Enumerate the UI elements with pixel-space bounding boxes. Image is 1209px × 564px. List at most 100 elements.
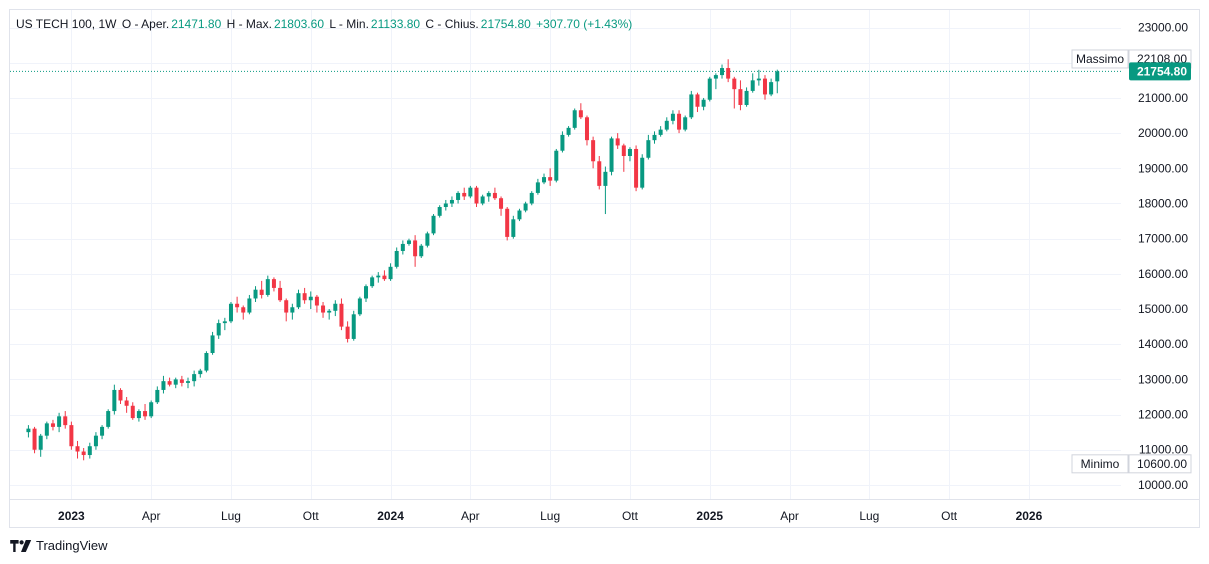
candle-body	[388, 266, 393, 280]
candle	[241, 305, 246, 320]
candle	[327, 309, 332, 320]
candle	[198, 368, 203, 378]
candle	[376, 272, 381, 283]
last-price-badge: 21754.80	[1129, 62, 1191, 81]
candle-body	[529, 192, 534, 204]
candlestick-chart[interactable]: 23000.0022000.0021000.0020000.0019000.00…	[10, 10, 1199, 527]
candle	[333, 300, 338, 317]
candle-body	[419, 245, 424, 257]
candle	[744, 87, 749, 107]
candle-body	[228, 303, 233, 322]
candle-body	[640, 157, 645, 188]
candle	[499, 196, 504, 216]
candle-body	[775, 71, 780, 82]
candle	[278, 280, 283, 302]
candle	[597, 155, 602, 190]
y-axis-tick-label: 16000.00	[1138, 267, 1188, 281]
candle	[775, 69, 780, 94]
candle	[419, 243, 424, 259]
candle	[634, 145, 639, 192]
candle-body	[664, 120, 669, 130]
candle	[535, 178, 540, 195]
candle-body	[284, 300, 289, 313]
candle	[302, 287, 307, 304]
tradingview-logo[interactable]: TradingView	[10, 538, 108, 553]
candle	[738, 80, 743, 111]
candle-body	[707, 78, 712, 100]
candle-body	[437, 207, 442, 216]
candle	[449, 196, 454, 208]
chart-frame[interactable]: 23000.0022000.0021000.0020000.0019000.00…	[9, 9, 1200, 528]
legend-high-value: 21803.60	[273, 17, 324, 31]
candle	[210, 331, 215, 355]
candle-body	[192, 374, 197, 382]
candle	[216, 319, 221, 339]
candle-body	[69, 425, 74, 447]
candle-body	[652, 134, 657, 141]
legend-close-label: C - Chius.	[425, 17, 479, 31]
candle-body	[677, 113, 682, 130]
legend-change: +307.70 (+1.43%)	[536, 17, 633, 31]
candle	[26, 425, 31, 438]
candle-body	[253, 289, 258, 299]
candle	[400, 240, 405, 255]
min-badge-value-box	[1128, 454, 1192, 474]
candle-body	[130, 405, 135, 419]
candle	[186, 377, 191, 389]
candle-body	[32, 428, 37, 450]
candle-body	[769, 82, 774, 95]
candle	[57, 412, 62, 433]
y-axis-tick-label: 18000.00	[1138, 196, 1188, 210]
candle	[75, 440, 80, 459]
candle-body	[370, 277, 375, 287]
candle-body	[511, 219, 516, 237]
candle	[456, 191, 461, 204]
y-axis-tick-label: 21000.00	[1138, 91, 1188, 105]
candle-body	[314, 296, 319, 306]
candle-body	[290, 307, 295, 313]
candle-body	[658, 129, 663, 135]
candle-body	[548, 177, 553, 181]
brand-name: TradingView	[36, 538, 108, 553]
candle-body	[406, 240, 411, 244]
candle-body	[456, 192, 461, 200]
candle	[130, 402, 135, 420]
last-price-box	[1129, 62, 1191, 81]
candle	[670, 110, 675, 125]
candle-body	[327, 310, 332, 313]
candle-body	[364, 286, 369, 299]
candle	[314, 294, 319, 313]
candle-body	[186, 381, 191, 383]
candle-body	[167, 381, 172, 385]
candle-body	[627, 148, 632, 156]
candle-body	[689, 94, 694, 118]
candle-body	[222, 321, 227, 324]
candle	[394, 247, 399, 269]
candle	[357, 296, 362, 317]
candle	[707, 76, 712, 102]
legend-close-value: 21754.80	[480, 17, 531, 31]
candle-body	[271, 279, 276, 288]
candle	[100, 425, 105, 440]
x-axis-tick-label: Lug	[540, 509, 560, 523]
candle-body	[26, 428, 31, 433]
candle-body	[308, 296, 313, 301]
candle	[124, 396, 129, 413]
candle-body	[535, 182, 540, 193]
candle	[265, 275, 270, 297]
candle	[756, 69, 761, 86]
x-axis-tick-label: Ott	[303, 509, 320, 523]
candle	[44, 421, 49, 440]
tradingview-logo-icon	[10, 539, 32, 552]
candle-body	[204, 353, 209, 371]
candle-body	[38, 435, 43, 450]
candle-body	[394, 250, 399, 267]
candle	[468, 185, 473, 199]
y-axis-tick-label: 11000.00	[1139, 443, 1188, 457]
candle	[548, 168, 553, 186]
candle	[106, 409, 111, 429]
candle	[228, 301, 233, 324]
candle-body	[357, 298, 362, 315]
candle	[364, 284, 369, 302]
candle-body	[382, 275, 387, 280]
